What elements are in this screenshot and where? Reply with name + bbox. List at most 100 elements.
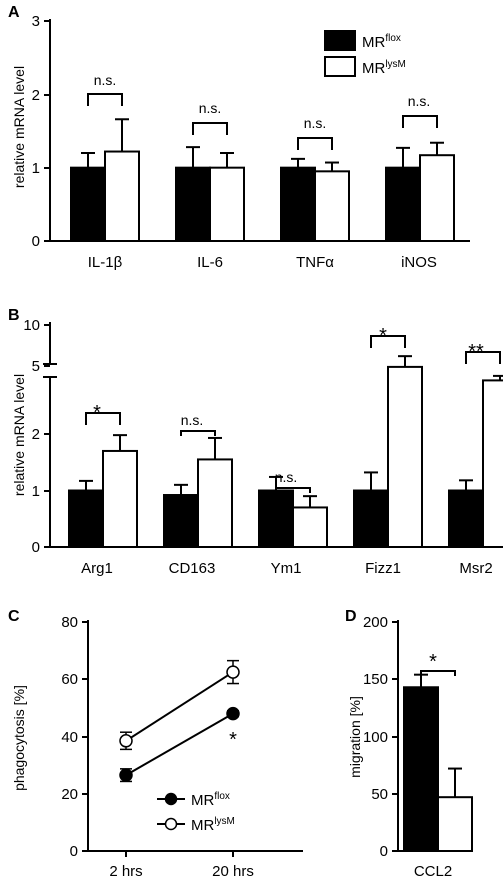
panel-c-category-label: 2 hrs xyxy=(109,863,142,880)
panel-d-ytick-label: 0 xyxy=(380,843,388,860)
panel-c-significance: * xyxy=(122,771,130,793)
panel-a-category-label: TNFα xyxy=(296,254,334,271)
panel-a-yticks: 0 1 2 3 xyxy=(32,13,50,250)
panel-a-bars xyxy=(70,93,455,243)
legend-swatch-knockout xyxy=(324,56,356,77)
panel-a-significance-bracket xyxy=(87,93,123,106)
panel-b: B relative mRNA level 0 1 2 5 10 Arg1 CD… xyxy=(8,307,503,577)
panel-a-significance: n.s. xyxy=(199,100,222,116)
panel-c-point-control xyxy=(119,768,133,782)
panel-d-label: D xyxy=(345,608,357,625)
panel-a-bar-knockout xyxy=(104,150,140,243)
panel-c-legend: MRflox MRlysM xyxy=(157,791,235,834)
panel-c-line-knockout xyxy=(125,671,234,742)
panel-a-significance-bracket xyxy=(402,115,438,128)
panel-c-line-control xyxy=(125,712,234,777)
legend-label-control: MRflox xyxy=(362,33,401,51)
panel-a-ytick-label: 3 xyxy=(32,13,40,30)
panel-c-significance: * xyxy=(229,729,237,751)
panel-d-ylabel: migration [%] xyxy=(347,696,363,778)
panel-a-category-label: IL-1β xyxy=(88,254,123,271)
panel-b-bar-knockout xyxy=(387,365,423,548)
panel-a-category-label: iNOS xyxy=(401,254,437,271)
panel-b-significance-bracket xyxy=(465,351,501,364)
panel-d-bar-knockout xyxy=(437,796,473,852)
panel-d: D migration [%] 0 50 100 150 200 CCL2 * xyxy=(345,608,473,880)
panel-a-ylabel: relative mRNA level xyxy=(11,66,27,188)
panel-b-category-label: Msr2 xyxy=(459,560,492,577)
panel-a-bar-knockout xyxy=(419,154,455,242)
panel-d-category-label: CCL2 xyxy=(414,863,452,880)
panel-b-bar-control xyxy=(163,494,199,548)
panel-b-significance: n.s. xyxy=(275,469,298,485)
panel-b-bars xyxy=(68,335,503,549)
panel-c-ytick-label: 20 xyxy=(61,786,78,803)
legend-label-knockout: MRlysM xyxy=(191,816,235,834)
panel-b-category-label: CD163 xyxy=(169,560,216,577)
panel-b-bar-control xyxy=(258,489,294,548)
panel-d-ytick-label: 50 xyxy=(371,786,388,803)
panel-a-bar-control xyxy=(175,166,211,243)
legend-label-knockout: MRlysM xyxy=(362,59,406,77)
panel-a-ytick-label: 1 xyxy=(32,160,40,177)
panel-b-ylabel: relative mRNA level xyxy=(11,374,27,496)
panel-b-significance: * xyxy=(379,325,387,347)
legend-marker-knockout xyxy=(164,817,178,831)
panel-a-bar-knockout xyxy=(314,170,350,242)
panel-a: A relative mRNA level 0 1 2 3 IL-1β IL-6… xyxy=(8,4,470,271)
panel-b-ytick-label: 0 xyxy=(32,539,40,556)
panel-b-significance: * xyxy=(93,402,101,424)
panel-c-ytick-label: 40 xyxy=(61,729,78,746)
panel-c-ytick-label: 80 xyxy=(61,614,78,631)
panel-c: C phagocytosis [%] 0 20 40 60 80 2 hrs 2… xyxy=(8,608,303,880)
panel-b-significance: n.s. xyxy=(181,412,204,428)
panel-a-significance: n.s. xyxy=(304,115,327,131)
panel-b-ytick-label: 2 xyxy=(32,426,40,443)
panel-d-ytick-label: 200 xyxy=(363,614,388,631)
panel-b-category-label: Arg1 xyxy=(81,560,113,577)
panel-b-significance-bracket xyxy=(85,412,121,425)
panel-b-bar-knockout xyxy=(292,506,328,549)
panel-b-category-label: Fizz1 xyxy=(365,560,401,577)
panel-b-significance-bracket xyxy=(370,335,406,348)
panel-a-significance: n.s. xyxy=(94,72,117,88)
panel-b-bar-control xyxy=(448,489,484,548)
panel-a-legend: MRflox MRlysM xyxy=(324,30,406,77)
panel-c-point-knockout xyxy=(119,734,133,748)
panel-b-label: B xyxy=(8,307,20,324)
panel-a-bar-knockout xyxy=(209,166,245,243)
panel-a-label: A xyxy=(8,4,20,21)
panel-b-significance: ** xyxy=(468,341,484,363)
panel-c-ytick-label: 0 xyxy=(70,843,78,860)
panel-c-ylabel: phagocytosis [%] xyxy=(11,685,27,791)
panel-a-bar-control xyxy=(280,166,316,243)
panel-b-bar-knockout xyxy=(102,449,138,549)
panel-c-label: C xyxy=(8,608,20,625)
panel-d-ytick-label: 150 xyxy=(363,671,388,688)
legend-label-control: MRflox xyxy=(191,791,230,809)
panel-a-significance-bracket xyxy=(192,122,228,135)
panel-d-ytick-label: 100 xyxy=(363,729,388,746)
panel-a-bar-control xyxy=(70,166,106,243)
panel-b-bar-control xyxy=(353,489,389,548)
panel-c-point-knockout xyxy=(226,665,240,679)
panel-a-ytick-label: 2 xyxy=(32,87,40,104)
panel-d-significance-bracket xyxy=(420,670,456,676)
panel-c-series xyxy=(119,659,240,783)
legend-marker-control xyxy=(164,792,178,806)
panel-d-bar-control xyxy=(403,686,439,853)
panel-b-significance-bracket xyxy=(275,487,311,493)
panel-c-point-control xyxy=(226,706,240,721)
panel-a-ytick-label: 0 xyxy=(32,233,40,250)
panel-d-bars xyxy=(403,670,473,853)
panel-b-bar-knockout xyxy=(197,458,233,548)
legend-swatch-control xyxy=(324,30,356,51)
panel-c-ytick-label: 60 xyxy=(61,671,78,688)
panel-d-significance: * xyxy=(429,651,437,673)
panel-c-category-label: 20 hrs xyxy=(212,863,254,880)
panel-b-category-label: Ym1 xyxy=(271,560,302,577)
panel-b-significance-bracket xyxy=(180,430,216,436)
panel-b-ytick-label: 10 xyxy=(23,317,40,334)
panel-a-significance-bracket xyxy=(297,137,333,150)
